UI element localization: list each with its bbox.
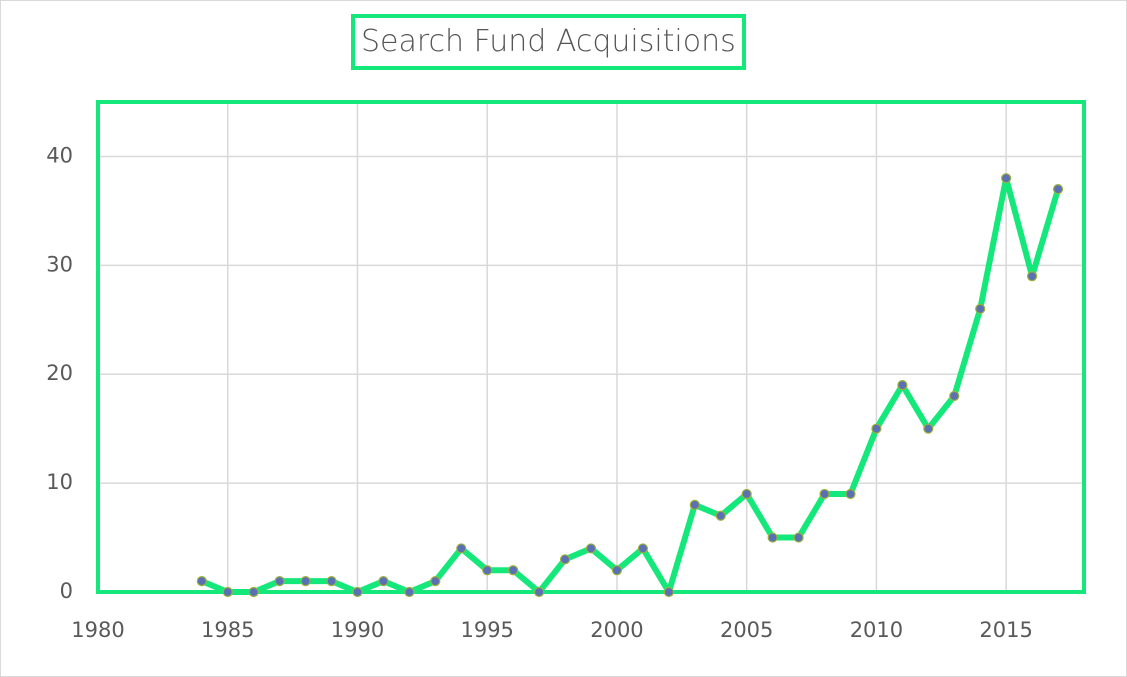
- marker: [1027, 271, 1038, 282]
- marker: [897, 380, 908, 391]
- marker: [949, 390, 960, 402]
- marker: [248, 586, 259, 598]
- marker: [715, 510, 726, 521]
- marker: [482, 565, 493, 576]
- x-tick-label: 2000: [590, 618, 643, 642]
- plot-frame: [96, 100, 1086, 594]
- marker: [352, 586, 363, 598]
- marker: [404, 586, 415, 598]
- marker: [585, 543, 597, 554]
- x-tick-label: 1985: [201, 618, 254, 642]
- marker: [975, 303, 986, 314]
- x-tick-label: 2015: [979, 618, 1032, 642]
- marker: [1001, 173, 1012, 184]
- marker: [611, 565, 623, 576]
- marker: [196, 576, 207, 587]
- marker: [767, 532, 778, 543]
- x-tick-label: 1990: [331, 618, 384, 642]
- marker: [923, 423, 934, 434]
- marker: [845, 488, 856, 500]
- x-tick-label: 1980: [71, 618, 124, 642]
- y-tick-label: 20: [46, 361, 73, 385]
- marker: [534, 586, 545, 598]
- marker: [741, 488, 752, 500]
- marker: [871, 423, 882, 434]
- marker: [378, 576, 389, 587]
- line: [200, 175, 1061, 595]
- y-tick-label: 40: [46, 143, 73, 167]
- y-tick-label: 0: [60, 579, 73, 603]
- chart-title: Search Fund Acquisitions: [351, 14, 746, 70]
- marker: [559, 554, 571, 565]
- marker: [300, 576, 311, 587]
- marker: [819, 488, 830, 500]
- marker: [1052, 184, 1064, 195]
- marker: [689, 499, 700, 510]
- marker: [793, 532, 804, 543]
- marker: [430, 576, 441, 587]
- marker: [508, 565, 519, 576]
- marker: [637, 543, 648, 554]
- marker: [274, 576, 285, 587]
- x-tick-label: 2010: [850, 618, 903, 642]
- marker: [456, 543, 467, 554]
- x-tick-label: 1995: [460, 618, 513, 642]
- marker: [222, 586, 233, 598]
- y-tick-label: 10: [46, 470, 73, 494]
- marker: [663, 586, 674, 598]
- marker: [326, 576, 337, 587]
- y-tick-label: 30: [46, 252, 73, 276]
- x-tick-label: 2005: [720, 618, 773, 642]
